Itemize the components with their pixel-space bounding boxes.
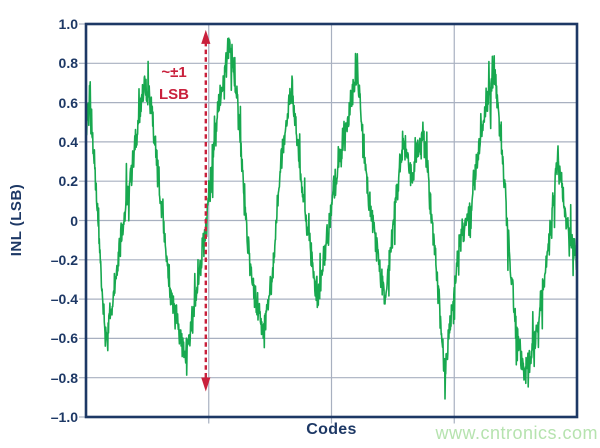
y-axis-title: INL (LSB) [8, 183, 25, 257]
plot-border [84, 22, 579, 419]
x-axis-title: Codes [306, 421, 357, 438]
inl-trace [86, 37, 577, 400]
y-tick-label: 0.4 [58, 133, 78, 150]
y-tick-label: 0.8 [58, 55, 78, 72]
lsb-range-annotation: ~±1 LSB [148, 62, 200, 106]
site-watermark: www.cntronics.com [435, 423, 598, 443]
lsb-range-annotation-line1: ~±1 [161, 64, 187, 81]
y-tick-label: 0.6 [58, 94, 78, 111]
y-tick-label: –0.2 [50, 251, 78, 268]
y-tick-label: –0.4 [50, 291, 78, 308]
lsb-range-annotation-line2: LSB [159, 86, 189, 103]
y-tick-label: –0.6 [50, 330, 78, 347]
y-tick-label: –1.0 [50, 409, 78, 425]
y-tick-label: 1.0 [58, 16, 78, 32]
plus-minus-1lsb-arrow [201, 29, 211, 392]
y-tick-label: –0.8 [50, 369, 78, 386]
y-tick-label: 0.2 [58, 173, 78, 190]
y-tick-label: 0 [70, 212, 78, 229]
